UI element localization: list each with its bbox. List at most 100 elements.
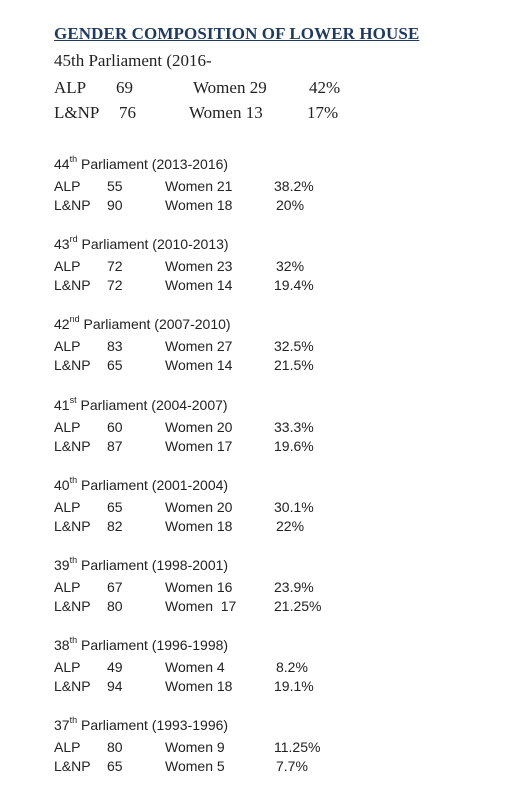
percent-value: 23.9% [274,579,314,595]
seats-value: 72 [107,277,123,293]
women-value: Women 20 [165,419,233,435]
percent-value: 38.2% [274,178,314,194]
parliament-term: Parliament (1998-2001) [77,557,229,573]
party-label: ALP [54,178,81,194]
women-value: Women 18 [165,197,233,213]
party-label: ALP [54,338,81,354]
seats-value: 67 [107,579,123,595]
parliament-heading: 40th Parliament (2001-2004) [54,475,229,493]
party-label: L&NP [54,598,91,614]
seats-value: 87 [107,438,123,454]
party-label: L&NP [54,518,91,534]
women-value: Women 16 [165,579,233,595]
parliament-number: 41 [54,397,70,413]
women-value: Women 27 [165,338,233,354]
party-label: ALP [54,419,81,435]
ordinal-suffix: th [69,635,78,646]
party-label: ALP [54,499,81,515]
women-value: Women 29 [193,78,267,97]
seats-value: 90 [107,197,123,213]
seats-value: 49 [107,659,123,675]
percent-value: 20% [276,197,305,213]
women-value: Women 17 [165,598,237,614]
seats-value: 82 [107,518,123,534]
seats-value: 65 [107,357,123,373]
women-value: Women 20 [165,499,233,515]
ordinal-suffix: nd [69,314,80,325]
party-label: L&NP [54,758,91,774]
percent-value: 19.1% [274,678,314,694]
parliament-number: 39 [54,557,70,573]
percent-value: 8.2% [276,659,308,675]
seats-value: 80 [107,739,123,755]
percent-value: 22% [276,518,305,534]
ordinal-suffix: th [69,555,78,566]
ordinal-suffix: th [69,154,78,165]
parliament-term: Parliament (2004-2007) [76,397,228,413]
parliament-term: Parliament (2013-2016) [77,156,229,172]
party-label: L&NP [54,357,91,373]
women-value: Women 21 [165,178,233,194]
percent-value: 32.5% [274,338,314,354]
women-value: Women 14 [165,277,233,293]
page-title: GENDER COMPOSITION OF LOWER HOUSE [54,24,420,43]
party-label: ALP [54,739,81,755]
percent-value: 19.6% [274,438,314,454]
ordinal-suffix: th [69,475,78,486]
percent-value: 7.7% [276,758,308,774]
parliament-term: Parliament (2001-2004) [77,477,229,493]
parliament-number: 42 [54,316,70,332]
women-value: Women 18 [165,678,233,694]
parliament-heading: 41st Parliament (2004-2007) [54,395,228,413]
percent-value: 32% [276,258,305,274]
ordinal-suffix: st [69,395,77,406]
parliament-number: 40 [54,477,70,493]
seats-value: 72 [107,258,123,274]
parliament-heading: 44th Parliament (2013-2016) [54,154,229,172]
seats-value: 65 [107,758,123,774]
parliament-term: Parliament (2010-2013) [77,236,229,252]
women-value: Women 13 [189,103,263,122]
women-value: Women 23 [165,258,233,274]
women-value: Women 5 [165,758,225,774]
parliament-heading: 43rd Parliament (2010-2013) [54,234,229,252]
women-value: Women 14 [165,357,233,373]
party-label: L&NP [54,678,91,694]
percent-value: 30.1% [274,499,314,515]
parliament-number: 44 [54,156,70,172]
percent-value: 11.25% [274,739,321,755]
parliament-term: Parliament (2007-2010) [79,316,231,332]
current-parliament-heading: 45th Parliament (2016- [54,51,212,70]
women-value: Women 17 [165,438,233,454]
women-value: Women 4 [165,659,225,675]
percent-value: 19.4% [274,277,314,293]
percent-value: 33.3% [274,419,314,435]
party-label: ALP [54,78,87,97]
seats-value: 76 [119,103,136,122]
parliament-term: Parliament (1993-1996) [77,717,229,733]
seats-value: 55 [107,178,123,194]
party-label: L&NP [54,197,91,213]
women-value: Women 9 [165,739,225,755]
seats-value: 65 [107,499,123,515]
seats-value: 60 [107,419,123,435]
parliament-number: 38 [54,637,70,653]
percent-value: 42% [309,78,341,97]
ordinal-suffix: rd [69,234,78,245]
seats-value: 83 [107,338,123,354]
parliament-number: 43 [54,236,70,252]
parliament-heading: 37th Parliament (1993-1996) [54,715,229,733]
parliament-term: Parliament (1996-1998) [77,637,229,653]
seats-value: 94 [107,678,123,694]
party-label: ALP [54,659,81,675]
percent-value: 17% [307,103,339,122]
party-label: ALP [54,579,81,595]
women-value: Women 18 [165,518,233,534]
party-label: L&NP [54,103,100,122]
party-label: L&NP [54,277,91,293]
party-label: L&NP [54,438,91,454]
parliament-heading: 42nd Parliament (2007-2010) [54,314,231,332]
party-label: ALP [54,258,81,274]
percent-value: 21.5% [274,357,314,373]
ordinal-suffix: th [69,715,78,726]
